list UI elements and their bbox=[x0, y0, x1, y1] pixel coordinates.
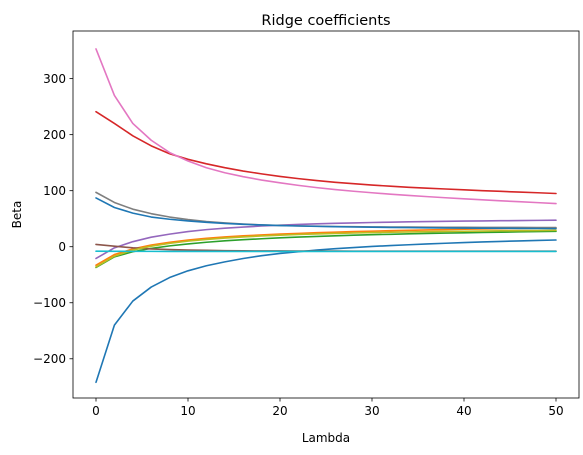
x-tick-label: 10 bbox=[180, 404, 195, 418]
series-line-9 bbox=[95, 229, 557, 268]
y-tick-label: 0 bbox=[58, 240, 66, 254]
x-tick-label: 40 bbox=[456, 404, 471, 418]
chart-title: Ridge coefficients bbox=[261, 13, 390, 29]
x-tick-label: 50 bbox=[548, 404, 563, 418]
y-tick-label: 300 bbox=[43, 72, 66, 86]
series-line-7 bbox=[95, 48, 557, 205]
y-tick-label: 100 bbox=[43, 184, 66, 198]
series-layer bbox=[95, 48, 557, 384]
y-tick-label: −200 bbox=[33, 352, 66, 366]
plot-area bbox=[95, 48, 557, 384]
x-axis-ticks: 0 10 20 30 40 50 bbox=[92, 398, 564, 418]
x-tick-label: 30 bbox=[364, 404, 379, 418]
series-line-1 bbox=[95, 239, 557, 384]
series-line-11 bbox=[95, 197, 557, 230]
y-tick-label: −100 bbox=[33, 296, 66, 310]
series-line-5 bbox=[95, 219, 557, 260]
x-tick-label: 20 bbox=[272, 404, 287, 418]
y-axis-ticks: −200 −100 0 100 200 300 bbox=[33, 72, 73, 366]
series-line-3 bbox=[95, 230, 557, 269]
x-tick-label: 0 bbox=[92, 404, 100, 418]
y-axis-label: Beta bbox=[10, 201, 24, 229]
plot-frame bbox=[72, 30, 580, 399]
x-axis-label: Lambda bbox=[302, 431, 350, 445]
y-tick-label: 200 bbox=[43, 128, 66, 142]
series-line-2 bbox=[95, 227, 557, 267]
